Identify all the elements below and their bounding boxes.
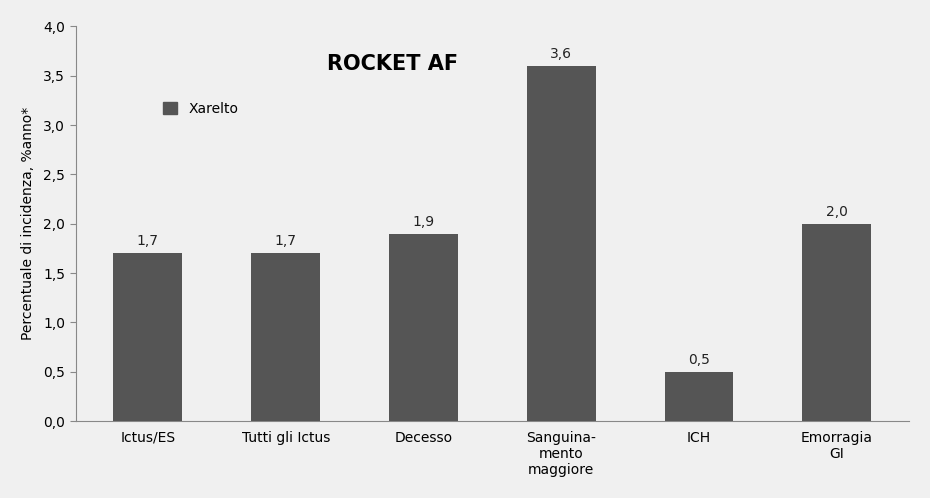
Text: 1,7: 1,7 bbox=[274, 235, 297, 249]
Text: 3,6: 3,6 bbox=[551, 47, 572, 61]
Text: 1,9: 1,9 bbox=[412, 215, 434, 229]
Bar bbox=[665, 372, 734, 421]
Text: ROCKET AF: ROCKET AF bbox=[326, 54, 458, 74]
Text: 1,7: 1,7 bbox=[137, 235, 159, 249]
Bar bbox=[251, 253, 320, 421]
Text: 0,5: 0,5 bbox=[688, 353, 710, 367]
Bar bbox=[526, 66, 596, 421]
Text: 2,0: 2,0 bbox=[826, 205, 848, 219]
Bar bbox=[803, 224, 871, 421]
Y-axis label: Percentuale di incidenza, %anno*: Percentuale di incidenza, %anno* bbox=[20, 107, 34, 340]
Bar bbox=[113, 253, 182, 421]
Bar bbox=[389, 234, 458, 421]
Legend: Xarelto: Xarelto bbox=[157, 97, 244, 122]
